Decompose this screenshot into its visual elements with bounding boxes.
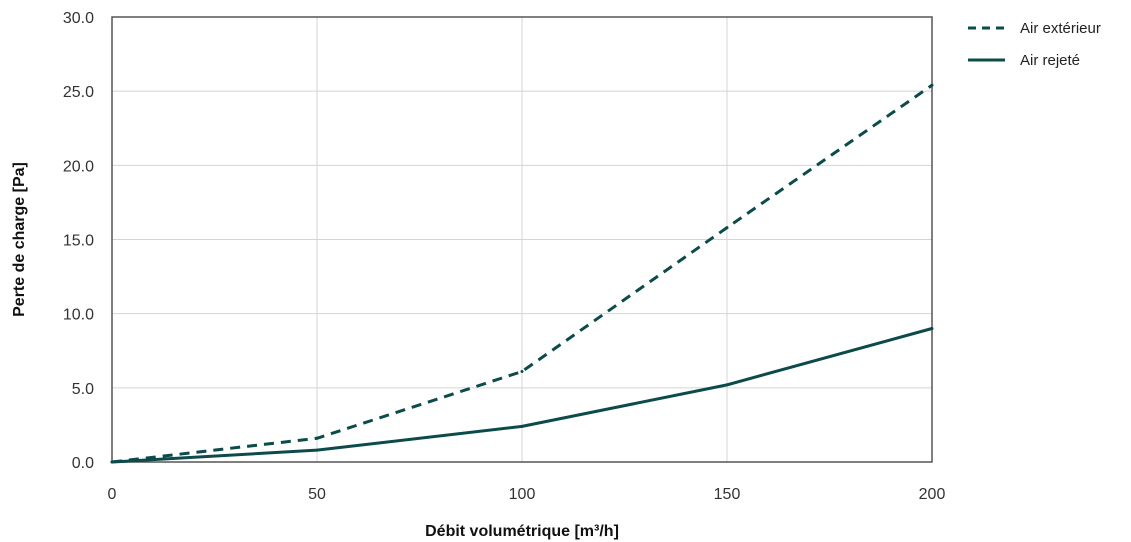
series-point	[520, 424, 524, 428]
y-tick-label: 0.0	[72, 455, 94, 472]
series-point	[315, 448, 319, 452]
series-line-0	[111, 84, 933, 464]
y-axis-title: Perte de charge [Pa]	[11, 162, 28, 317]
x-axis-title: Débit volumétrique [m³/h]	[425, 523, 619, 540]
legend-label-1: Air rejeté	[1020, 52, 1080, 69]
x-tick-label: 0	[108, 486, 117, 503]
series-point	[315, 436, 319, 440]
series-point	[110, 460, 114, 464]
plot-frame	[111, 16, 933, 463]
y-tick-label: 15.0	[63, 233, 94, 250]
x-tick-label: 200	[919, 486, 946, 503]
series-point	[725, 226, 729, 230]
x-tick-label: 100	[509, 486, 536, 503]
legend-label-0: Air extérieur	[1020, 20, 1101, 37]
y-tick-label: 10.0	[63, 307, 94, 324]
legend: Air extérieur Air rejeté	[968, 20, 1101, 69]
x-tick-labels: 0 50 100 150 200	[108, 486, 946, 503]
y-tick-labels: 0.0 5.0 10.0 15.0 20.0 25.0 30.0	[63, 10, 94, 472]
x-tick-label: 50	[308, 486, 326, 503]
x-tick-label: 150	[714, 486, 741, 503]
y-tick-label: 30.0	[63, 10, 94, 27]
series-point	[725, 383, 729, 387]
y-tick-label: 20.0	[63, 158, 94, 175]
series-point	[930, 327, 934, 330]
y-tick-label: 25.0	[63, 84, 94, 101]
series-point	[520, 370, 524, 374]
series-point	[930, 83, 934, 87]
y-tick-label: 5.0	[72, 381, 94, 398]
series-layer	[110, 83, 934, 464]
grid	[111, 16, 933, 463]
